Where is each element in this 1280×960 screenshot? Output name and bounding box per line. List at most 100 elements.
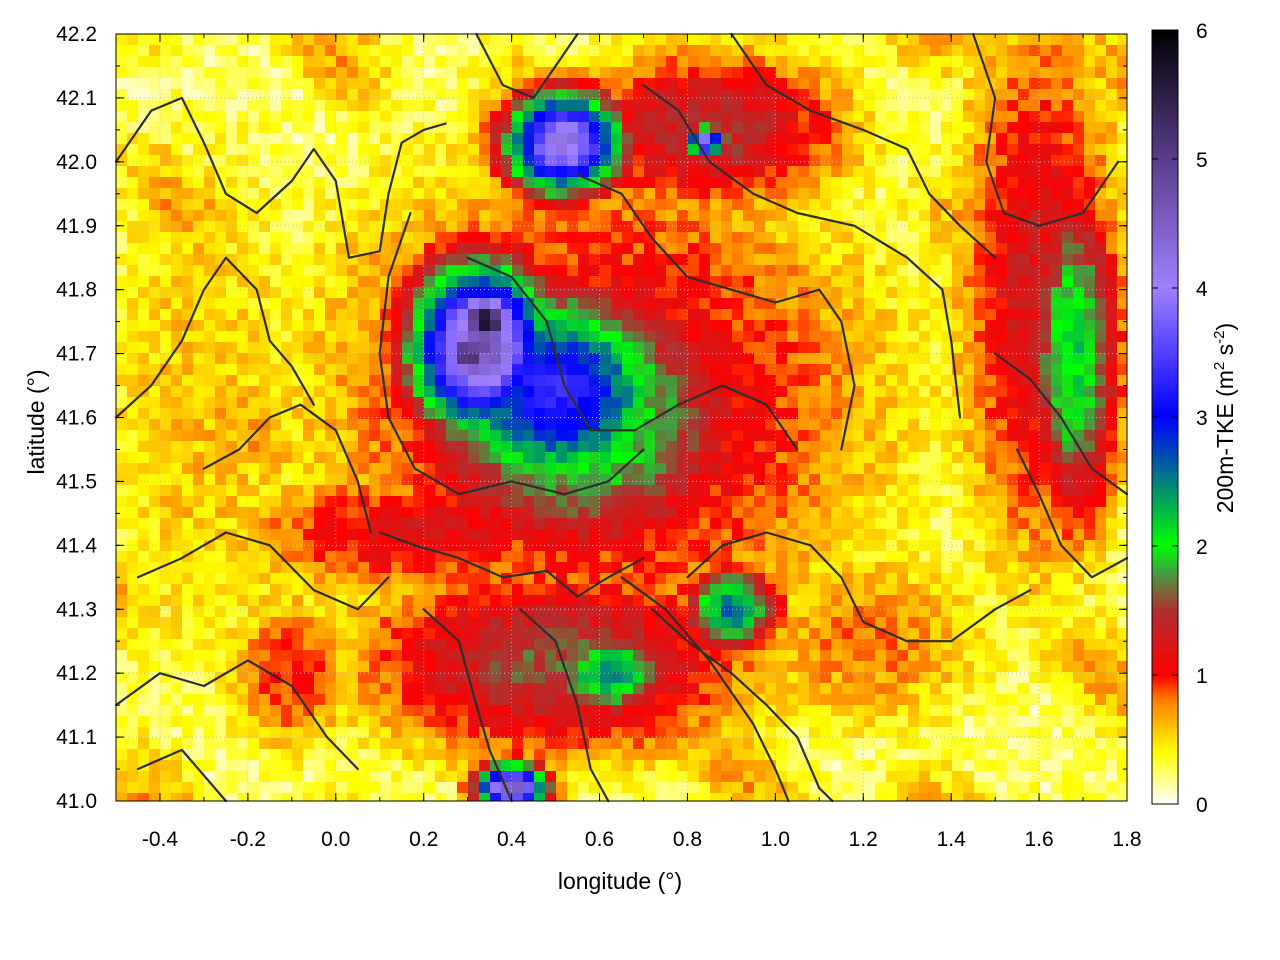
heat-cell: [952, 287, 964, 299]
heat-cell: [666, 551, 678, 563]
heat-cell: [248, 463, 260, 475]
heat-cell: [699, 441, 711, 453]
heat-cell: [1095, 430, 1107, 442]
heat-cell: [941, 397, 953, 409]
heat-cell: [512, 573, 524, 585]
heat-cell: [1117, 606, 1128, 618]
heat-cell: [743, 474, 755, 486]
heat-cell: [633, 100, 645, 112]
heat-cell: [1073, 34, 1085, 46]
heat-cell: [1051, 78, 1063, 90]
heat-cell: [1084, 144, 1096, 156]
heat-cell: [578, 551, 590, 563]
heat-cell: [930, 56, 942, 68]
heat-cell: [457, 408, 469, 420]
heat-cell: [1095, 111, 1107, 123]
heat-cell: [259, 320, 271, 332]
heat-cell: [336, 89, 348, 101]
heat-cell: [424, 353, 436, 365]
heat-cell: [446, 540, 458, 552]
heat-cell: [875, 243, 887, 255]
heat-cell: [985, 562, 997, 574]
heat-cell: [985, 408, 997, 420]
heat-cell: [721, 397, 733, 409]
heat-cell: [490, 496, 502, 508]
heat-cell: [985, 232, 997, 244]
heat-cell: [875, 144, 887, 156]
heat-cell: [336, 78, 348, 90]
heat-cell: [743, 331, 755, 343]
heat-cell: [864, 155, 876, 167]
heat-cell: [710, 287, 722, 299]
heat-cell: [303, 430, 315, 442]
heat-cell: [512, 243, 524, 255]
heat-cell: [171, 188, 183, 200]
heat-cell: [589, 56, 601, 68]
heat-cell: [864, 584, 876, 596]
heat-cell: [556, 111, 568, 123]
heat-cell: [820, 265, 832, 277]
heat-cell: [732, 133, 744, 145]
heat-cell: [292, 177, 304, 189]
heat-cell: [567, 430, 579, 442]
heat-cell: [501, 397, 513, 409]
heat-cell: [622, 595, 634, 607]
heat-cell: [149, 397, 161, 409]
heat-cell: [116, 56, 128, 68]
heat-cell: [677, 188, 689, 200]
heat-cell: [160, 166, 172, 178]
heat-cell: [193, 496, 205, 508]
heat-cell: [446, 606, 458, 618]
heat-cell: [215, 551, 227, 563]
heat-cell: [1007, 243, 1019, 255]
heat-cell: [468, 496, 480, 508]
heat-cell: [402, 232, 414, 244]
heat-cell: [754, 518, 766, 530]
heat-cell: [754, 298, 766, 310]
heat-cell: [545, 188, 557, 200]
heat-cell: [798, 221, 810, 233]
heat-cell: [171, 89, 183, 101]
heat-cell: [666, 529, 678, 541]
heat-cell: [182, 507, 194, 519]
heat-cell: [930, 221, 942, 233]
heat-cell: [754, 210, 766, 222]
heat-cell: [600, 584, 612, 596]
heat-cell: [721, 100, 733, 112]
heat-cell: [787, 254, 799, 266]
heat-cell: [534, 364, 546, 376]
heat-cell: [644, 34, 656, 46]
heat-cell: [655, 56, 667, 68]
heat-cell: [116, 298, 128, 310]
heat-cell: [127, 474, 139, 486]
heat-cell: [765, 408, 777, 420]
heat-cell: [567, 617, 579, 629]
heat-cell: [864, 34, 876, 46]
heat-cell: [721, 199, 733, 211]
heat-cell: [600, 188, 612, 200]
heat-cell: [611, 298, 623, 310]
heat-cell: [1073, 177, 1085, 189]
heat-cell: [1018, 67, 1030, 79]
heat-cell: [1007, 441, 1019, 453]
heat-cell: [589, 254, 601, 266]
heat-cell: [435, 89, 447, 101]
heat-cell: [688, 166, 700, 178]
heat-cell: [248, 34, 260, 46]
heat-cell: [831, 122, 843, 134]
heat-cell: [644, 529, 656, 541]
heat-cell: [259, 100, 271, 112]
heat-cell: [930, 485, 942, 497]
heat-cell: [1062, 573, 1074, 585]
heat-cell: [314, 584, 326, 596]
heat-cell: [1051, 276, 1063, 288]
heat-cell: [996, 111, 1008, 123]
heat-cell: [534, 397, 546, 409]
heat-cell: [402, 617, 414, 629]
heat-cell: [941, 529, 953, 541]
heat-cell: [831, 573, 843, 585]
heat-cell: [633, 507, 645, 519]
heat-cell: [996, 298, 1008, 310]
heat-cell: [1040, 430, 1052, 442]
heat-cell: [732, 441, 744, 453]
